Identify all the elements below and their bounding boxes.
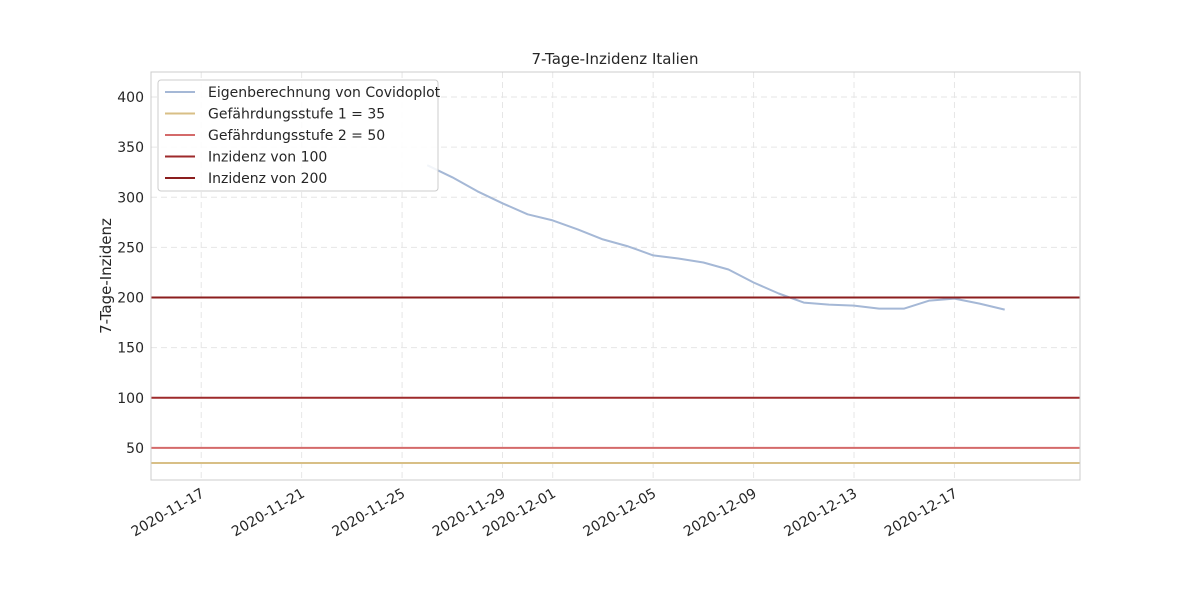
x-tick-label: 2020-11-21 (229, 486, 307, 541)
x-tick-label: 2020-12-05 (581, 486, 659, 541)
legend-label: Eigenberechnung von Covidoplot (208, 85, 441, 101)
grid-lines (151, 72, 1080, 480)
y-axis-ticks: 50 100 150 200 250 300 350 400 (117, 90, 144, 457)
legend-label: Inzidenz von 200 (208, 171, 327, 187)
y-tick-label: 350 (117, 140, 144, 156)
x-tick-label: 2020-12-13 (782, 486, 860, 541)
legend-box (157, 79, 439, 192)
series-layer (151, 164, 1080, 464)
y-tick-label: 400 (117, 90, 144, 106)
y-tick-label: 250 (117, 240, 144, 256)
chart-title: 7-Tage-Inzidenz Italien (531, 50, 698, 68)
x-tick-label: 2020-12-09 (681, 486, 759, 541)
y-axis-label: 7-Tage-Inzidenz (97, 218, 115, 334)
y-tick-label: 50 (126, 441, 144, 457)
y-tick-label: 200 (117, 291, 144, 307)
plot-area-border (150, 71, 1081, 481)
y-tick-label: 300 (117, 190, 144, 206)
legend: Eigenberechnung von Covidoplot Gefährdung… (157, 79, 441, 192)
x-tick-label: 2020-11-17 (129, 486, 207, 541)
x-tick-label: 2020-11-25 (330, 486, 408, 541)
incidence-series-line (426, 164, 1005, 311)
x-axis-ticks: 2020-11-17 2020-11-21 2020-11-25 2020-11-29… (129, 486, 961, 541)
legend-label: Inzidenz von 100 (208, 150, 327, 166)
legend-label: Gefährdungsstufe 1 = 35 (208, 107, 385, 123)
y-tick-label: 150 (117, 341, 144, 357)
y-tick-label: 100 (117, 391, 144, 407)
x-tick-label: 2020-12-17 (882, 486, 960, 541)
legend-label: Gefährdungsstufe 2 = 50 (208, 128, 385, 144)
